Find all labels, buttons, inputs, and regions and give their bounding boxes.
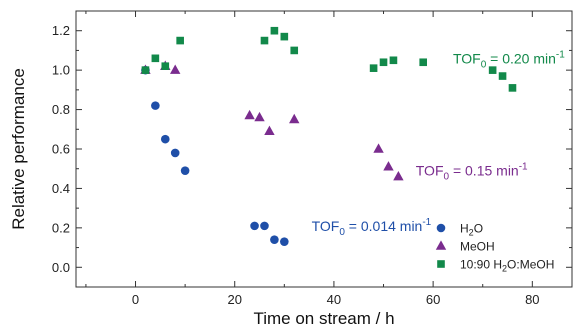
data-point-triangle	[254, 111, 265, 122]
data-point-square	[508, 84, 517, 92]
data-point-square	[290, 46, 299, 55]
data-point-square	[498, 72, 507, 80]
legend-marker-circle	[436, 223, 446, 233]
x-tick-label: 0	[132, 292, 139, 307]
legend-label: 10:90 H2O:MeOH	[460, 258, 554, 274]
tof-annotation: TOF0 = 0.15 min-1	[416, 162, 528, 183]
y-tick-label: 1.2	[52, 23, 70, 38]
data-point-square	[141, 66, 150, 74]
data-point-triangle	[264, 125, 275, 136]
y-axis-title: Relative performance	[9, 68, 28, 230]
data-point-square	[379, 58, 388, 67]
data-point-circle	[280, 237, 289, 246]
data-point-circle	[250, 221, 259, 231]
x-tick-label: 20	[227, 292, 241, 307]
annotations: TOF0 = 0.014 min-1 TOF0 = 0.15 min-1 TOF0 …	[312, 49, 566, 238]
y-tick-label: 0.0	[52, 260, 70, 275]
y-tick-label: 0.4	[52, 181, 70, 196]
data-point-triangle	[244, 109, 255, 120]
data-point-circle	[260, 221, 269, 231]
data-point-triangle	[393, 170, 404, 181]
y-tick-label: 0.6	[52, 142, 70, 157]
data-point-square	[419, 58, 427, 67]
data-point-triangle	[170, 64, 181, 74]
tof-annotation: TOF0 = 0.20 min-1	[453, 49, 565, 70]
data-point-square	[389, 56, 398, 65]
data-point-triangle	[373, 143, 384, 153]
legend: H2O MeOH 10:90 H2O:MeOH	[435, 222, 554, 274]
data-point-square	[270, 26, 279, 35]
data-points	[140, 26, 517, 246]
data-point-triangle	[289, 113, 300, 124]
data-point-square	[161, 62, 170, 70]
data-point-square	[280, 32, 289, 41]
legend-marker-triangle	[435, 240, 447, 250]
x-axis-ticks: 0 20 40 60 80	[85, 11, 540, 307]
data-point-circle	[180, 166, 190, 175]
x-tick-label: 60	[426, 292, 440, 307]
data-point-circle	[151, 101, 160, 110]
legend-label: H2O	[460, 222, 483, 238]
tof-annotation: TOF0 = 0.014 min-1	[312, 217, 432, 238]
y-tick-label: 1.0	[52, 63, 70, 78]
y-axis-ticks: 0.0 0.2 0.4 0.6 0.8 1.0 1.2	[52, 10, 572, 288]
x-tick-label: 80	[525, 292, 539, 307]
legend-marker-square	[437, 260, 445, 268]
data-point-square	[260, 36, 269, 45]
data-point-square	[488, 66, 497, 74]
y-tick-label: 0.8	[52, 102, 70, 117]
data-point-circle	[170, 148, 180, 158]
data-point-circle	[160, 134, 170, 144]
data-point-triangle	[383, 161, 394, 171]
data-point-square	[176, 36, 184, 45]
data-point-square	[151, 54, 160, 63]
x-tick-label: 40	[327, 292, 341, 307]
x-axis-title: Time on stream / h	[253, 309, 394, 328]
y-tick-label: 0.2	[52, 220, 70, 235]
data-point-square	[369, 64, 378, 72]
data-point-circle	[270, 235, 279, 244]
legend-label: MeOH	[460, 240, 495, 254]
